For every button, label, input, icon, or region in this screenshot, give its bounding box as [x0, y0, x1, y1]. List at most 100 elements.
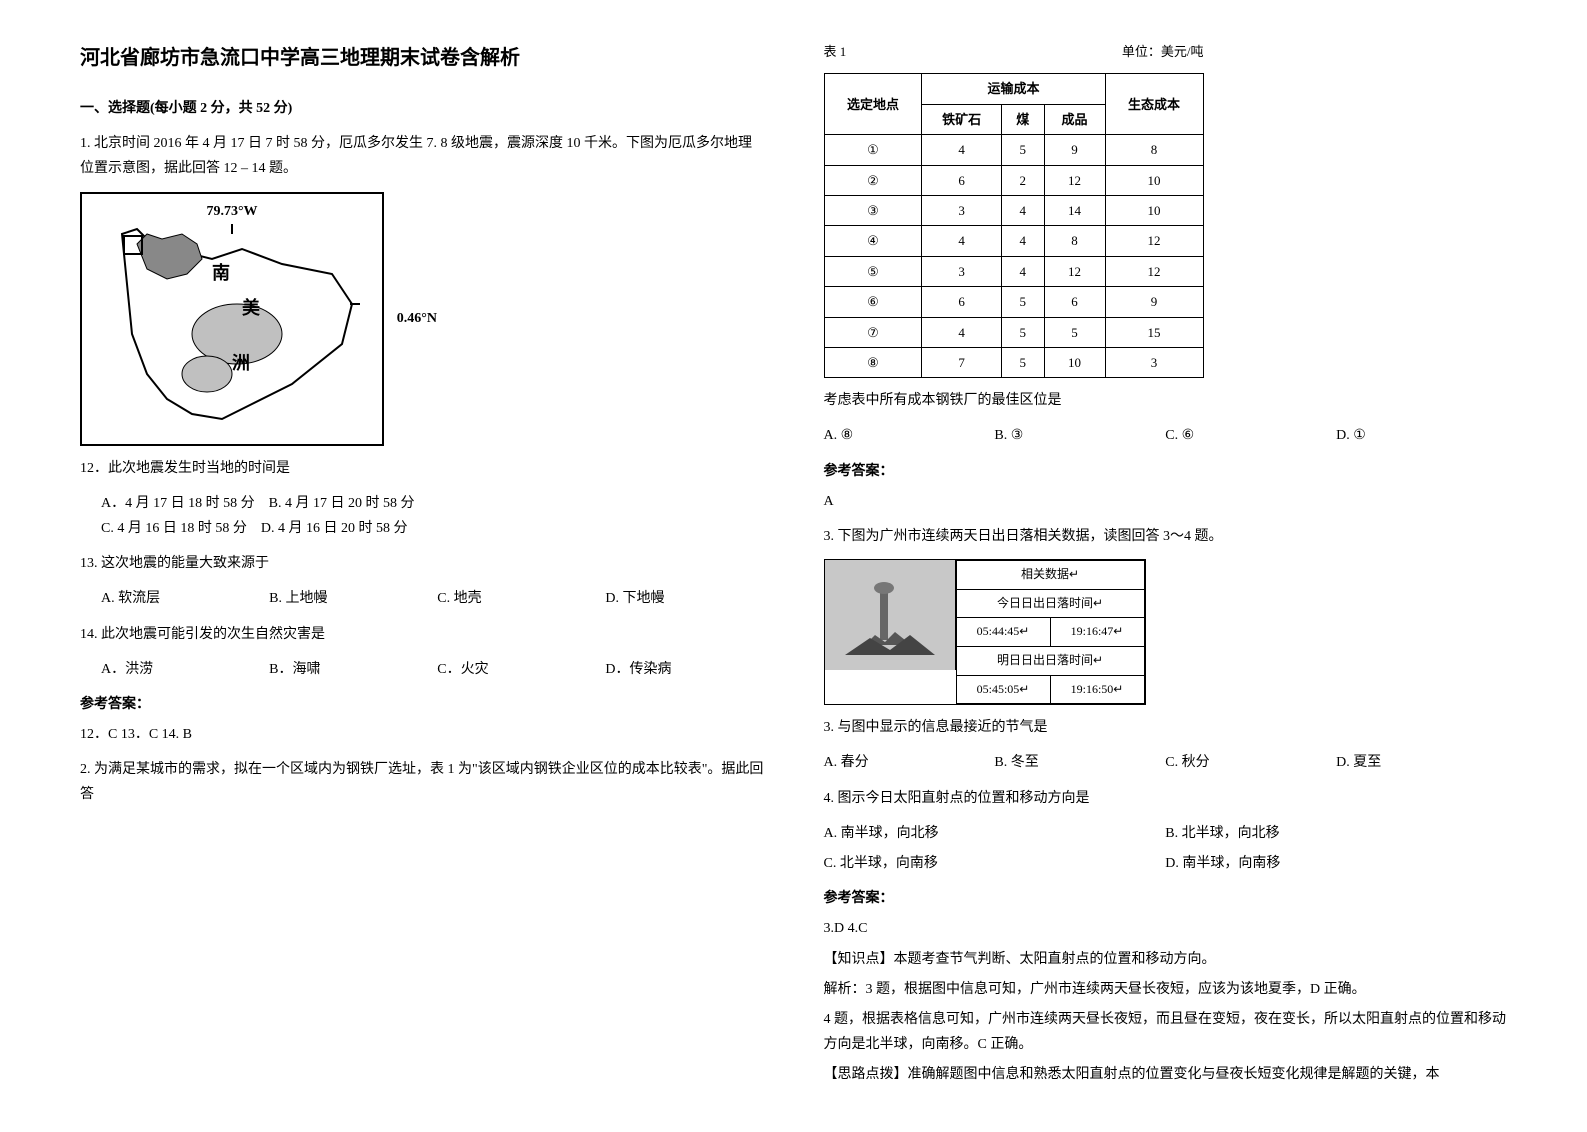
th-transport: 运输成本 — [922, 74, 1105, 104]
table-cell: 4 — [922, 317, 1001, 347]
q4sub-d: D. 南半球，向南移 — [1165, 851, 1507, 876]
table-cell: 10 — [1044, 347, 1105, 377]
table-cell: 5 — [1044, 317, 1105, 347]
table-cell: 9 — [1044, 135, 1105, 165]
table-cell: 2 — [1001, 165, 1044, 195]
q3-hint: 【思路点拨】准确解题图中信息和熟悉太阳直射点的位置变化与昼夜长短变化规律是解题的… — [824, 1062, 1508, 1087]
q4sub-options-ab: A. 南半球，向北移 B. 北半球，向北移 — [824, 821, 1508, 846]
q2sub-d: D. ① — [1336, 423, 1507, 448]
table-cell: 4 — [1001, 195, 1044, 225]
table-cell: 9 — [1105, 287, 1203, 317]
table-cell: 4 — [922, 226, 1001, 256]
table-cell: 5 — [1001, 317, 1044, 347]
tomorrow-rise: 05:45:05↵ — [956, 675, 1050, 704]
table-cell: ③ — [824, 195, 922, 225]
today-set: 19:16:47↵ — [1050, 618, 1144, 647]
table-cell: ⑤ — [824, 256, 922, 286]
sunrise-photo — [825, 560, 956, 670]
table-cell: 4 — [922, 135, 1001, 165]
table-cell: ① — [824, 135, 922, 165]
map-txt-nan: 南 — [212, 262, 230, 283]
table-cell: ④ — [824, 226, 922, 256]
table1-title-right: 单位：美元/吨 — [1122, 40, 1204, 63]
q13-a: A. 软流层 — [101, 586, 259, 611]
table-cell: 8 — [1105, 135, 1203, 165]
table-cell: 12 — [1105, 226, 1203, 256]
table-cell: 8 — [1044, 226, 1105, 256]
map-svg: 南 美 洲 — [92, 204, 372, 434]
q3sub-options: A. 春分 B. 冬至 C. 秋分 D. 夏至 — [824, 750, 1508, 775]
map-figure: 79.73°W 0.46°N 南 美 洲 — [80, 192, 384, 446]
q3-stem: 3. 下图为广州市连续两天日出日落相关数据，读图回答 3～4 题。 — [824, 524, 1508, 549]
q12-options-ab: A．4 月 17 日 18 时 58 分 B. 4 月 17 日 20 时 58… — [80, 491, 764, 516]
q14-b: B．海啸 — [269, 657, 427, 682]
cost-table: 选定地点 运输成本 生态成本 铁矿石 煤 成品 ①4598②621210③341… — [824, 73, 1204, 378]
sunrise-figure: 相关数据↵ 今日日出日落时间↵ 05:44:45↵ 19:16:47↵ 明日日出… — [824, 559, 1146, 705]
q2-stem: 2. 为满足某城市的需求，拟在一个区域内为钢铁厂选址，表 1 为"该区域内钢铁企… — [80, 757, 764, 807]
q2sub-a: A. ⑧ — [824, 423, 995, 448]
q4sub-stem: 4. 图示今日太阳直射点的位置和移动方向是 — [824, 786, 1508, 811]
table-cell: ⑦ — [824, 317, 922, 347]
table-cell: 5 — [1001, 287, 1044, 317]
map-lon-label: 79.73°W — [206, 199, 257, 224]
q13-stem: 13. 这次地震的能量大致来源于 — [80, 551, 764, 576]
q3sub-a: A. 春分 — [824, 750, 995, 775]
q4sub-a: A. 南半球，向北移 — [824, 821, 1166, 846]
table-row: ⑧75103 — [824, 347, 1203, 377]
table-cell: 14 — [1044, 195, 1105, 225]
sunrise-data: 相关数据↵ 今日日出日落时间↵ 05:44:45↵ 19:16:47↵ 明日日出… — [956, 560, 1145, 704]
table-header-row: 选定地点 运输成本 生态成本 — [824, 74, 1203, 104]
q2sub-c: C. ⑥ — [1165, 423, 1336, 448]
table-cell: 4 — [1001, 256, 1044, 286]
q14-d: D．传染病 — [605, 657, 763, 682]
table-row: ③341410 — [824, 195, 1203, 225]
th-coal: 煤 — [1001, 104, 1044, 134]
table-cell: 6 — [922, 287, 1001, 317]
table-row: ④44812 — [824, 226, 1203, 256]
table-cell: 3 — [922, 256, 1001, 286]
q4sub-options-cd: C. 北半球，向南移 D. 南半球，向南移 — [824, 851, 1508, 876]
q12-b: B. 4 月 17 日 20 时 58 分 — [269, 496, 415, 511]
map-txt-zhou: 洲 — [232, 353, 250, 373]
map-txt-mei: 美 — [242, 297, 260, 318]
table-cell: 5 — [1001, 347, 1044, 377]
table-row: ⑤341212 — [824, 256, 1203, 286]
q3-answer: 3.D 4.C — [824, 916, 1508, 941]
table-cell: 12 — [1105, 256, 1203, 286]
q1-answer-label: 参考答案： — [80, 692, 764, 717]
today-label: 今日日出日落时间↵ — [956, 589, 1144, 618]
q12-a: A．4 月 17 日 18 时 58 分 — [101, 496, 255, 511]
table-row: ⑦45515 — [824, 317, 1203, 347]
q2sub-answer: A — [824, 489, 1508, 514]
section-header: 一、选择题(每小题 2 分，共 52 分) — [80, 96, 764, 121]
table-cell: 3 — [922, 195, 1001, 225]
q12-stem: 12．此次地震发生时当地的时间是 — [80, 456, 764, 481]
q14-a: A．洪涝 — [101, 657, 259, 682]
table-cell: 7 — [922, 347, 1001, 377]
q3sub-c: C. 秋分 — [1165, 750, 1336, 775]
q13-options: A. 软流层 B. 上地幔 C. 地壳 D. 下地幔 — [80, 586, 764, 611]
q2sub-options: A. ⑧ B. ③ C. ⑥ D. ① — [824, 423, 1508, 448]
tomorrow-set: 19:16:50↵ — [1050, 675, 1144, 704]
table1-title: 表 1 单位：美元/吨 — [824, 40, 1204, 63]
today-rise: 05:44:45↵ — [956, 618, 1050, 647]
q12-options-cd: C. 4 月 16 日 18 时 58 分 D. 4 月 16 日 20 时 5… — [80, 516, 764, 541]
table-cell: 3 — [1105, 347, 1203, 377]
q1-stem: 1. 北京时间 2016 年 4 月 17 日 7 时 58 分，厄瓜多尔发生 … — [80, 131, 764, 181]
q3-explain1: 解析：3 题，根据图中信息可知，广州市连续两天昼长夜短，应该为该地夏季，D 正确… — [824, 977, 1508, 1002]
table-cell: 12 — [1044, 256, 1105, 286]
table-row: ②621210 — [824, 165, 1203, 195]
q3-explain-label: 【知识点】本题考查节气判断、太阳直射点的位置和移动方向。 — [824, 947, 1508, 972]
q3sub-d: D. 夏至 — [1336, 750, 1507, 775]
th-site: 选定地点 — [824, 74, 922, 135]
table-cell: ② — [824, 165, 922, 195]
th-iron: 铁矿石 — [922, 104, 1001, 134]
q2sub-stem: 考虑表中所有成本钢铁厂的最佳区位是 — [824, 388, 1508, 413]
table1-title-left: 表 1 — [824, 40, 847, 63]
table-row: ⑥6569 — [824, 287, 1203, 317]
q12-d: D. 4 月 16 日 20 时 58 分 — [261, 521, 408, 536]
cost-tbody: ①4598②621210③341410④44812⑤341212⑥6569⑦45… — [824, 135, 1203, 378]
map-lat-label: 0.46°N — [397, 306, 437, 331]
q2sub-b: B. ③ — [994, 423, 1165, 448]
q14-options: A．洪涝 B．海啸 C．火灾 D．传染病 — [80, 657, 764, 682]
